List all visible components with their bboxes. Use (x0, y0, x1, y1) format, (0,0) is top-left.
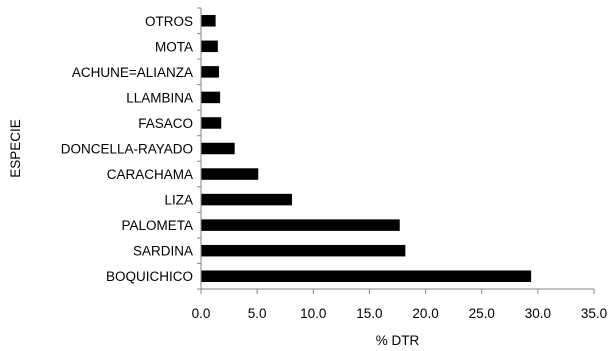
x-tick-label: 0.0 (192, 306, 211, 321)
x-tick-label: 35.0 (581, 306, 607, 321)
category-label: BOQUICHICO (106, 269, 193, 284)
bar-liza (201, 193, 292, 206)
category-label: MOTA (155, 39, 193, 54)
x-tick-label: 15.0 (356, 306, 382, 321)
bar-llambina (201, 91, 221, 104)
bar-carachama (201, 168, 259, 180)
bar-palometa (201, 219, 400, 231)
x-tick-label: 30.0 (525, 306, 551, 321)
category-label: ACHUNE=ALIANZA (72, 65, 193, 80)
y-axis-label: ESPECIE (8, 119, 23, 178)
x-tick-label: 25.0 (469, 306, 495, 321)
bar-boquichico (201, 270, 532, 282)
bar-otros (201, 15, 216, 27)
x-tick-label: 5.0 (248, 306, 267, 321)
x-axis-label: % DTR (376, 333, 420, 348)
x-tick-label: 10.0 (300, 306, 326, 321)
bar-doncella-rayado (201, 142, 235, 155)
category-label: LLAMBINA (126, 90, 193, 105)
bar-fasaco (201, 117, 222, 129)
category-label: CARACHAMA (107, 167, 193, 182)
category-label: SARDINA (133, 244, 193, 259)
category-label: FASACO (138, 116, 193, 131)
bar-sardina (201, 244, 406, 257)
bar-mota (201, 40, 218, 53)
category-labels: OTROS MOTA ACHUNE=ALIANZA LLAMBINA FASACO DON… (61, 7, 201, 290)
x-tick-label: 20.0 (412, 306, 438, 321)
category-label: OTROS (145, 14, 193, 29)
category-label: PALOMETA (121, 218, 193, 233)
category-label: LIZA (164, 193, 193, 208)
bars-group (201, 15, 532, 282)
bar-achune-alianza (201, 66, 219, 78)
category-label: DONCELLA-RAYADO (61, 142, 193, 157)
x-axis-ticks: 0.0 5.0 10.0 15.0 20.0 25.0 30.0 35.0 (192, 289, 607, 321)
